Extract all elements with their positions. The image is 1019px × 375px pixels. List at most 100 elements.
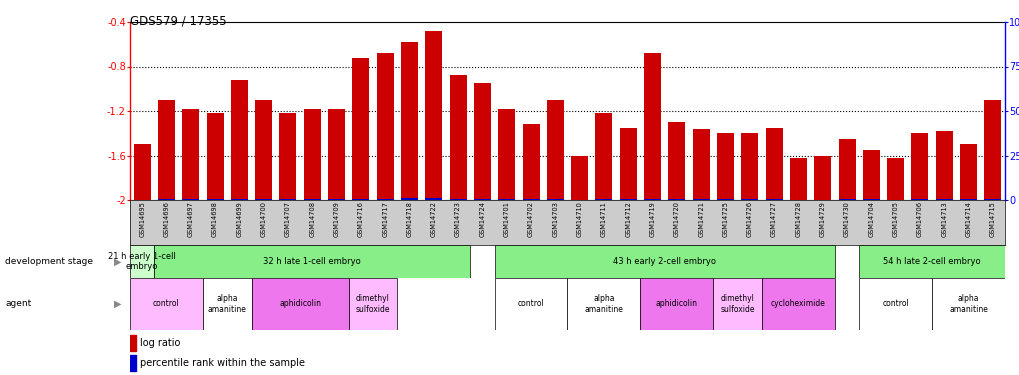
Bar [133, 144, 151, 200]
Text: aphidicolin: aphidicolin [279, 300, 321, 309]
Bar [328, 199, 344, 200]
Bar [571, 156, 588, 200]
Text: GSM14713: GSM14713 [941, 201, 947, 237]
Text: percentile rank within the sample: percentile rank within the sample [140, 358, 305, 368]
Text: dimethyl
sulfoxide: dimethyl sulfoxide [719, 294, 754, 314]
Text: GSM14703: GSM14703 [552, 201, 557, 237]
Bar [546, 100, 564, 200]
FancyBboxPatch shape [858, 278, 931, 330]
Bar [813, 156, 830, 200]
Bar [279, 113, 297, 200]
Text: GSM14728: GSM14728 [795, 201, 801, 237]
FancyBboxPatch shape [640, 278, 712, 330]
Text: GSM14723: GSM14723 [454, 201, 461, 237]
Bar [643, 198, 660, 200]
Text: 54 h late 2-cell embryo: 54 h late 2-cell embryo [882, 257, 980, 266]
Text: GSM14696: GSM14696 [163, 201, 169, 237]
Text: GSM14726: GSM14726 [746, 201, 752, 237]
Bar [376, 53, 393, 200]
Text: GSM14714: GSM14714 [965, 201, 970, 237]
FancyBboxPatch shape [203, 278, 252, 330]
Bar [474, 83, 490, 200]
Bar [230, 199, 248, 200]
Text: GSM14724: GSM14724 [479, 201, 485, 237]
Text: GSM14720: GSM14720 [674, 201, 680, 237]
Text: GSM14719: GSM14719 [649, 201, 655, 237]
Text: GSM14697: GSM14697 [187, 201, 194, 237]
Text: GSM14700: GSM14700 [261, 201, 266, 237]
Bar [983, 100, 1001, 200]
Bar [425, 31, 442, 200]
Text: GDS579 / 17355: GDS579 / 17355 [129, 15, 226, 28]
Text: GSM14695: GSM14695 [139, 201, 145, 237]
Bar [546, 199, 564, 200]
Bar [449, 75, 466, 200]
Text: GSM14707: GSM14707 [284, 201, 290, 237]
Text: 21 h early 1-cell
embryо: 21 h early 1-cell embryо [108, 252, 176, 271]
Text: GSM14701: GSM14701 [503, 201, 510, 237]
Bar [497, 199, 515, 200]
FancyBboxPatch shape [931, 278, 1004, 330]
Text: GSM14718: GSM14718 [407, 201, 412, 237]
Bar [497, 109, 515, 200]
Text: GSM14712: GSM14712 [625, 201, 631, 237]
Text: GSM14725: GSM14725 [721, 201, 728, 237]
Bar [716, 133, 734, 200]
Text: GSM14705: GSM14705 [892, 201, 898, 237]
Bar [207, 113, 223, 200]
FancyBboxPatch shape [154, 245, 470, 278]
Bar [449, 199, 466, 200]
Text: GSM14722: GSM14722 [430, 201, 436, 237]
Bar [376, 198, 393, 200]
Text: aphidicolin: aphidicolin [655, 300, 697, 309]
Bar [911, 133, 927, 200]
Text: control: control [881, 300, 908, 309]
Text: alpha
amanitine: alpha amanitine [584, 294, 623, 314]
Bar [400, 198, 418, 200]
FancyBboxPatch shape [567, 278, 640, 330]
Bar [838, 139, 855, 200]
Bar [862, 150, 879, 200]
FancyBboxPatch shape [348, 278, 397, 330]
Text: GSM14717: GSM14717 [382, 201, 388, 237]
Text: development stage: development stage [5, 257, 93, 266]
Text: GSM14702: GSM14702 [528, 201, 534, 237]
Text: 43 h early 2-cell embryo: 43 h early 2-cell embryo [612, 257, 715, 266]
Bar [230, 80, 248, 200]
Bar [959, 144, 976, 200]
Bar [158, 199, 175, 200]
Bar [182, 199, 199, 200]
Text: ▶: ▶ [114, 256, 121, 267]
Text: agent: agent [5, 300, 32, 309]
Text: control: control [518, 300, 544, 309]
Bar [887, 158, 903, 200]
FancyBboxPatch shape [252, 278, 348, 330]
Bar [129, 355, 137, 371]
Text: log ratio: log ratio [140, 338, 180, 348]
Text: 32 h late 1-cell embryo: 32 h late 1-cell embryo [263, 257, 361, 266]
Bar [352, 198, 369, 200]
Text: GSM14715: GSM14715 [988, 201, 995, 237]
Text: GSM14706: GSM14706 [916, 201, 922, 237]
Text: GSM14727: GSM14727 [770, 201, 776, 237]
Text: GSM14729: GSM14729 [819, 201, 825, 237]
Text: GSM14711: GSM14711 [600, 201, 606, 237]
Bar [983, 199, 1001, 200]
FancyBboxPatch shape [494, 278, 567, 330]
Bar [158, 100, 175, 200]
Bar [667, 122, 685, 200]
Bar [620, 128, 636, 200]
FancyBboxPatch shape [712, 278, 761, 330]
FancyBboxPatch shape [129, 278, 203, 330]
Text: cycloheximide: cycloheximide [770, 300, 825, 309]
Text: GSM14716: GSM14716 [358, 201, 364, 237]
Text: dimethyl
sulfoxide: dimethyl sulfoxide [356, 294, 390, 314]
Bar [765, 128, 782, 200]
FancyBboxPatch shape [761, 278, 834, 330]
Bar [304, 109, 321, 200]
FancyBboxPatch shape [858, 245, 1004, 278]
FancyBboxPatch shape [129, 245, 154, 278]
Bar [741, 133, 757, 200]
Text: GSM14704: GSM14704 [867, 201, 873, 237]
Bar [129, 334, 137, 351]
